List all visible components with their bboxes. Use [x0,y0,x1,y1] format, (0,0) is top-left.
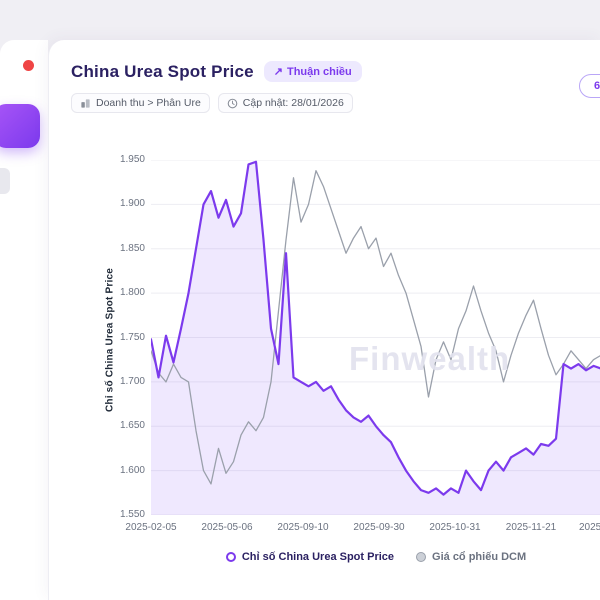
y-tick-label: 1.850 [119,242,145,254]
legend-item[interactable]: Giá cổ phiếu DCM [416,551,526,563]
category-icon [81,98,90,108]
series-line-dcm [151,170,600,485]
legend-item[interactable]: Chỉ số China Urea Spot Price [225,551,395,563]
y-tick-label: 1.600 [119,464,145,476]
x-tick-label: 2025-05-06 [201,522,253,533]
y-tick-label: 1.900 [119,198,145,210]
x-tick-label: 2025-1 [579,522,600,533]
area-fill [151,161,600,515]
x-tick-label: 2025-09-30 [353,522,405,533]
chart-plot [151,160,600,515]
x-tick-label: 2025-11-21 [505,522,557,533]
sidebar-item-active[interactable] [0,104,40,148]
y-tick-label: 1.800 [119,287,145,299]
trend-badge-label: Thuận chiều [286,65,352,78]
updated-label: Cập nhật: 28/01/2026 [242,97,344,109]
x-tick-label: 2025-09-10 [277,522,329,533]
chart-legend: Chỉ số China Urea Spot Price Giá cổ phiếu… [151,551,600,563]
legend-label: Chỉ số China Urea Spot Price [241,551,395,563]
notification-dot [23,60,34,71]
y-tick-label: 1.700 [119,375,145,387]
meta-row: Doanh thu > Phân Ure Cập nhật: 28/01/202… [71,93,353,113]
sidebar-item-inactive[interactable] [0,168,10,194]
clock-icon [227,98,238,108]
time-range-pill[interactable]: 6 T [579,74,600,98]
card-header: China Urea Spot Price ↗ Thuận chiều [71,61,362,82]
series-line-urea [151,160,600,496]
trend-up-icon: ↗ [273,66,283,78]
y-tick-label: 1.750 [119,331,145,343]
content-card: China Urea Spot Price ↗ Thuận chiều Doan… [48,40,600,600]
sidebar [0,40,48,600]
y-tick-label: 1.550 [119,509,145,520]
legend-label: Giá cổ phiếu DCM [432,551,527,563]
x-tick-label: 2025-10-31 [429,522,481,533]
y-tick-label: 1.650 [119,420,145,432]
page-title: China Urea Spot Price [71,61,254,81]
trend-badge[interactable]: ↗ Thuận chiều [263,61,362,82]
breadcrumb-chip[interactable]: Doanh thu > Phân Ure [71,93,210,113]
updated-chip: Cập nhật: 28/01/2026 [217,93,353,113]
y-tick-label: 1.950 [119,154,145,165]
x-tick-label: 2025-02-05 [125,522,177,533]
legend-dot-icon [416,552,427,562]
breadcrumb: Doanh thu > Phân Ure [96,97,201,109]
legend-ring-icon [225,552,236,562]
